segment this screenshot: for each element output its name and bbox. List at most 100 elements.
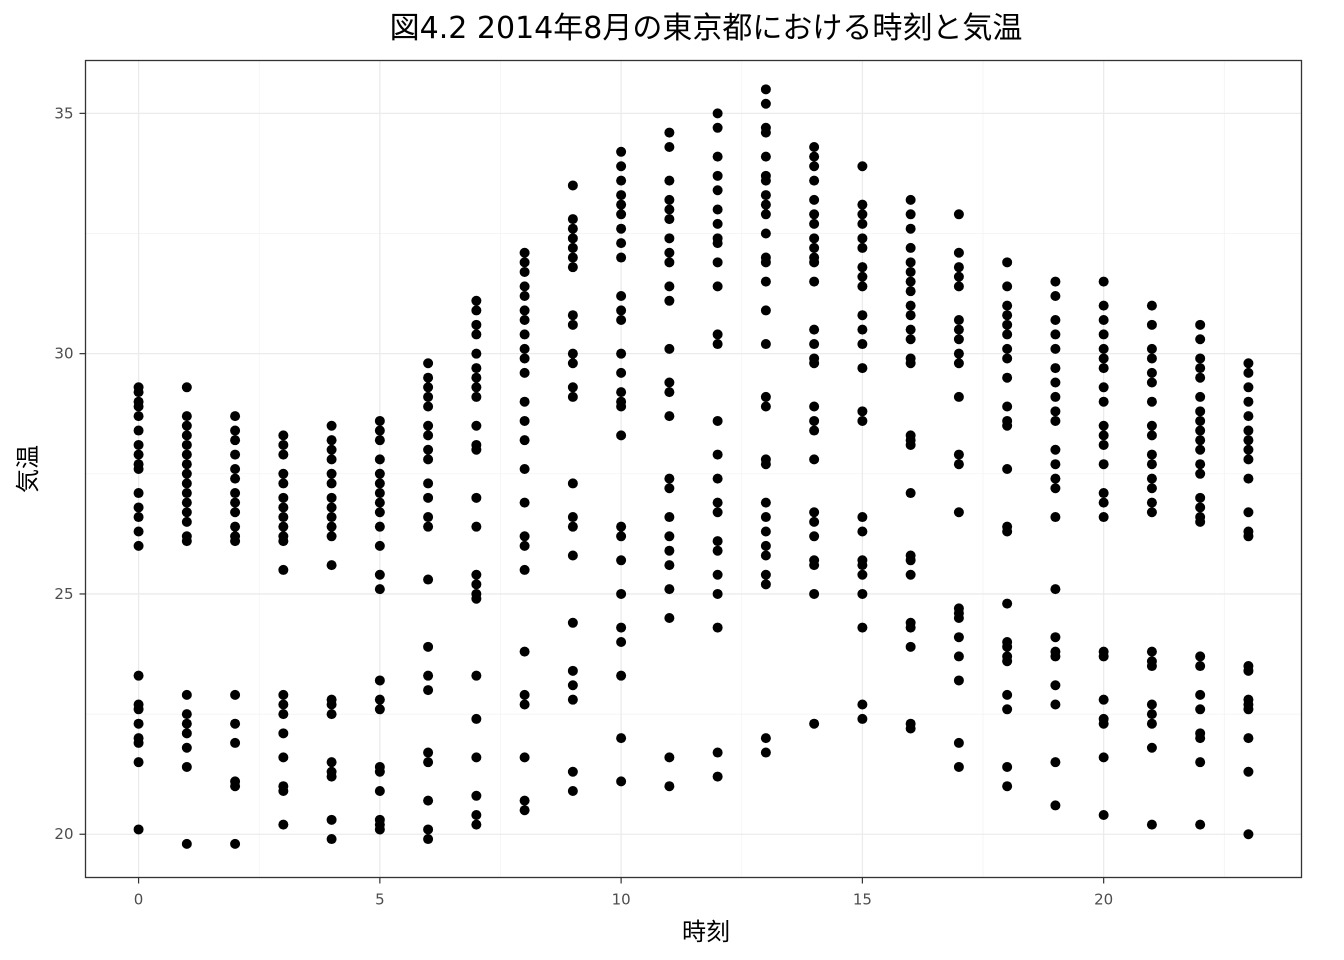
data-point: [567, 766, 578, 777]
data-point: [1146, 367, 1157, 378]
data-point: [664, 233, 675, 244]
data-point: [567, 785, 578, 796]
data-point: [519, 290, 530, 301]
data-point: [471, 579, 482, 590]
data-point: [616, 252, 627, 263]
data-point: [809, 175, 820, 186]
data-point: [760, 209, 771, 220]
data-point: [181, 430, 192, 441]
data-point: [809, 507, 820, 518]
data-point: [519, 367, 530, 378]
data-point: [1050, 512, 1061, 523]
data-point: [953, 324, 964, 335]
data-point: [760, 459, 771, 470]
data-point: [664, 411, 675, 422]
data-point: [374, 766, 385, 777]
data-point: [809, 324, 820, 335]
data-point: [712, 151, 723, 162]
data-point: [1195, 334, 1206, 345]
data-point: [1243, 435, 1254, 446]
data-point: [133, 464, 144, 474]
data-point: [133, 757, 144, 768]
data-point: [1243, 396, 1254, 407]
data-point: [181, 478, 192, 489]
data-point: [519, 257, 530, 268]
data-point: [857, 699, 868, 710]
data-point: [1002, 372, 1013, 383]
data-point: [953, 632, 964, 643]
data-point: [809, 560, 820, 571]
data-point: [809, 276, 820, 287]
data-point: [181, 449, 192, 460]
data-point: [181, 718, 192, 729]
data-point: [760, 401, 771, 412]
data-point: [616, 622, 627, 633]
data-point: [374, 521, 385, 532]
data-point: [133, 512, 144, 523]
data-point: [326, 521, 337, 532]
data-point: [567, 252, 578, 263]
data-point: [1002, 281, 1013, 292]
data-point: [1098, 810, 1109, 821]
x-axis: 0 5 10 15 20: [134, 877, 1113, 909]
data-point: [809, 209, 820, 220]
data-point: [567, 521, 578, 532]
plot-panel-border: [84, 59, 1303, 879]
data-point: [1146, 300, 1157, 311]
data-point: [1098, 353, 1109, 364]
data-point: [326, 814, 337, 825]
data-point: [1050, 699, 1061, 710]
data-point: [567, 180, 578, 191]
data-point: [374, 415, 385, 426]
data-point: [1195, 468, 1206, 479]
data-point: [905, 300, 916, 311]
data-point: [857, 310, 868, 321]
data-point: [1098, 396, 1109, 407]
data-point: [664, 483, 675, 494]
data-point: [423, 574, 434, 585]
data-point: [953, 761, 964, 772]
data-point: [760, 190, 771, 201]
data-point: [616, 209, 627, 220]
data-point: [1146, 718, 1157, 729]
data-point: [567, 694, 578, 705]
data-point: [230, 536, 241, 547]
data-point: [278, 521, 289, 532]
data-point: [616, 387, 627, 398]
data-point: [181, 439, 192, 450]
data-point: [423, 391, 434, 402]
data-point: [1050, 473, 1061, 484]
data-point: [712, 329, 723, 340]
data-point: [519, 281, 530, 292]
data-point: [616, 588, 627, 599]
data-point: [809, 401, 820, 412]
data-point: [374, 569, 385, 580]
data-point: [567, 233, 578, 244]
data-point: [471, 363, 482, 374]
data-point: [471, 444, 482, 455]
data-point: [1002, 420, 1013, 431]
data-point: [519, 464, 530, 474]
data-point: [374, 785, 385, 796]
data-point: [857, 281, 868, 292]
data-point: [809, 425, 820, 436]
data-point: [181, 459, 192, 470]
data-point: [230, 718, 241, 729]
data-point: [905, 439, 916, 450]
data-point: [326, 771, 337, 782]
data-point: [760, 747, 771, 758]
data-point: [712, 415, 723, 426]
data-point: [1243, 704, 1254, 715]
data-point: [616, 555, 627, 566]
data-point: [857, 199, 868, 210]
data-point: [616, 315, 627, 326]
data-point: [1195, 406, 1206, 417]
data-point: [953, 449, 964, 460]
data-point: [133, 439, 144, 450]
data-point: [1002, 526, 1013, 537]
data-point: [133, 449, 144, 460]
data-point: [760, 540, 771, 551]
data-point: [1002, 689, 1013, 700]
data-point: [905, 209, 916, 220]
data-point: [1098, 718, 1109, 729]
